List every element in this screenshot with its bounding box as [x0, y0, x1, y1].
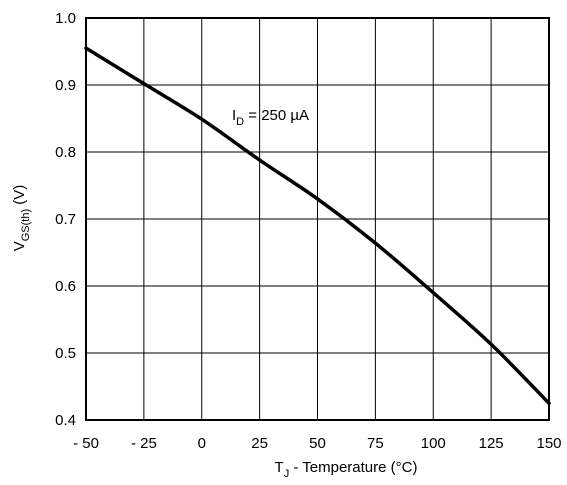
series-line	[84, 46, 551, 405]
x-tick-label: 100	[421, 435, 446, 452]
x-tick-label: 75	[367, 435, 384, 452]
x-tick-labels: - 50 - 25 0 25 50 75 100 125 150	[73, 435, 561, 452]
y-tick-label: 0.9	[55, 77, 76, 94]
x-tick-label: 0	[198, 435, 206, 452]
annotation-sub: D	[236, 116, 244, 128]
x-label-rest: - Temperature (°C)	[289, 459, 417, 476]
x-tick-label: 150	[536, 435, 561, 452]
x-tick-label: - 25	[131, 435, 157, 452]
y-label-sub: GS(th)	[20, 209, 32, 241]
y-tick-label: 0.5	[55, 345, 76, 362]
y-label-main: V	[11, 241, 28, 251]
annotation-main: I	[232, 107, 236, 124]
y-label-rest: (V)	[11, 185, 28, 209]
x-tick-label: 25	[251, 435, 268, 452]
x-tick-label: - 50	[73, 435, 99, 452]
y-tick-label: 0.7	[55, 211, 76, 228]
y-tick-label: 0.6	[55, 278, 76, 295]
y-tick-label: 1.0	[55, 10, 76, 27]
grid-lines	[85, 17, 550, 421]
y-axis-label: VGS(th) (V)	[11, 185, 32, 252]
x-tick-label: 125	[479, 435, 504, 452]
y-tick-label: 0.4	[55, 412, 76, 429]
y-tick-label: 0.8	[55, 144, 76, 161]
plot-frame	[85, 17, 550, 421]
x-label-sub: J	[284, 468, 290, 480]
x-axis-label: TJ - Temperature (°C)	[275, 459, 418, 480]
annotation-id: ID = 250 µA	[232, 107, 309, 128]
x-tick-label: 50	[309, 435, 326, 452]
x-label-main: T	[275, 459, 284, 476]
y-tick-labels: 0.4 0.5 0.6 0.7 0.8 0.9 1.0	[55, 10, 76, 429]
annotation-rest: = 250 µA	[244, 107, 309, 124]
